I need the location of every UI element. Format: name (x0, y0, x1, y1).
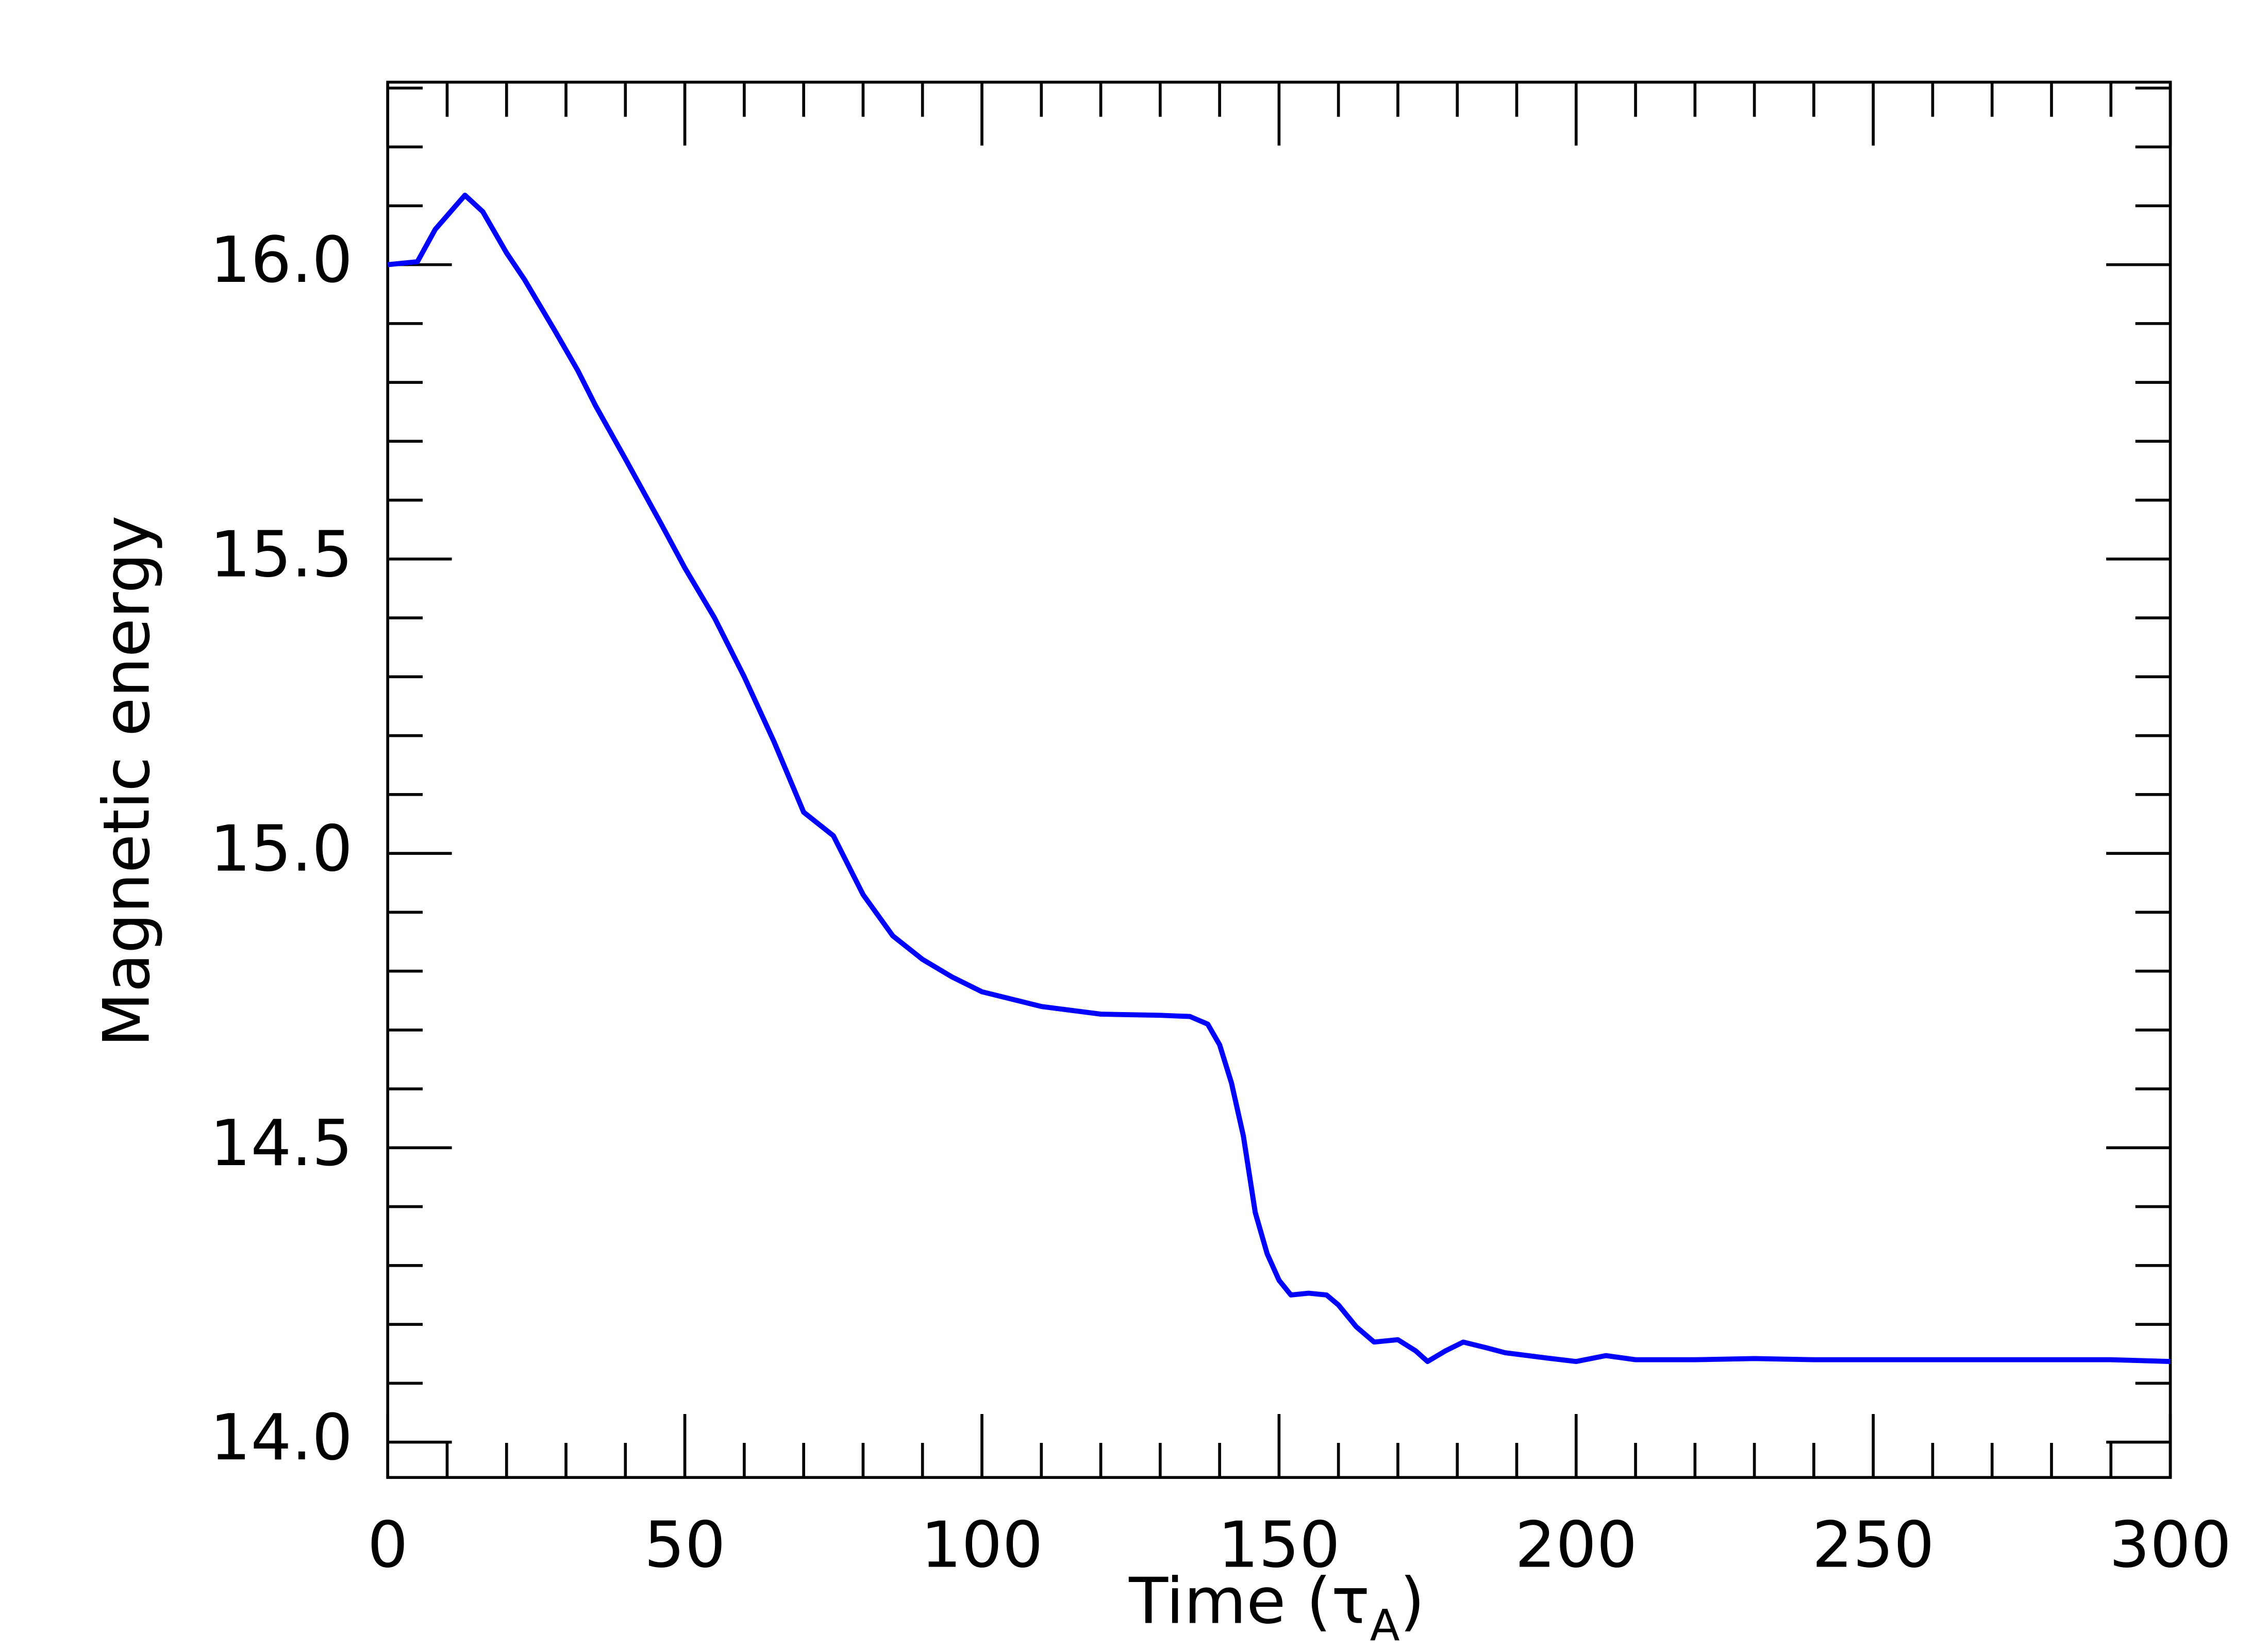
x-tick-label: 0 (368, 1508, 408, 1582)
x-tick-label: 200 (1515, 1508, 1637, 1582)
x-label-main: Time (τ (1128, 1564, 1370, 1638)
y-tick-label: 14.5 (210, 1106, 353, 1180)
x-tick-label: 150 (1218, 1508, 1340, 1582)
x-label-sub: A (1370, 1601, 1400, 1649)
y-tick-label: 14.0 (210, 1401, 353, 1475)
x-tick-label: 300 (2109, 1508, 2231, 1582)
x-tick-label: 250 (1812, 1508, 1934, 1582)
y-tick-label: 15.0 (210, 812, 353, 886)
energy-line (387, 192, 2171, 1364)
x-tick-label: 100 (921, 1508, 1043, 1582)
y-tick-label: 15.5 (210, 518, 353, 592)
x-label-close: ) (1400, 1564, 1425, 1638)
x-tick-label: 50 (644, 1508, 725, 1582)
y-tick-label: 16.0 (210, 224, 353, 297)
x-axis-label: Time (τA) (1128, 1564, 1425, 1649)
plot-frame (386, 80, 2172, 1479)
y-axis-label: Magnetic energy (90, 515, 164, 1047)
